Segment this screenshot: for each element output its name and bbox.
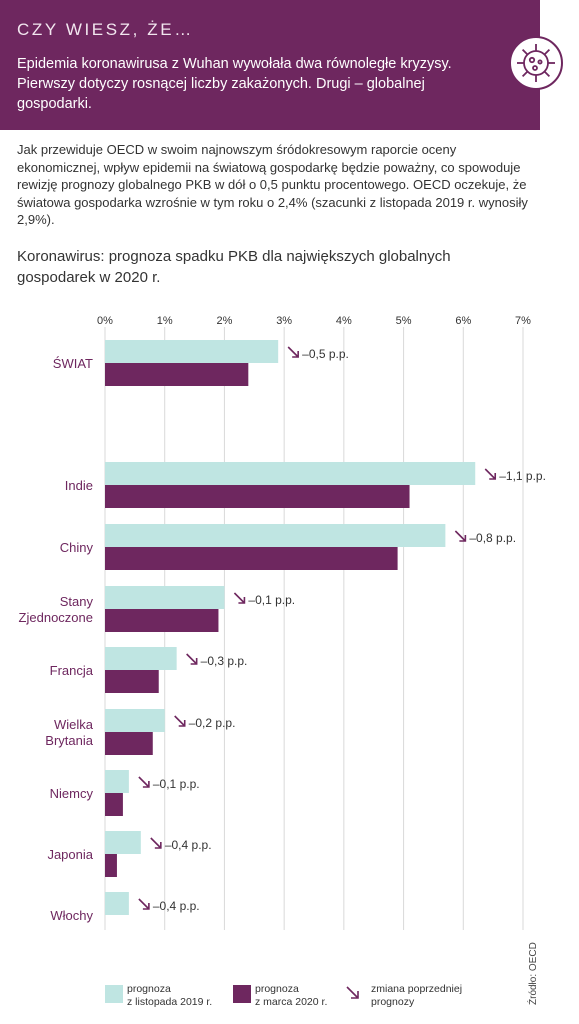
change-label: –0,4 p.p. [153,899,200,913]
arrow-down-right-icon [186,653,198,665]
header-lead: Epidemia koronawirusa z Wuhan wywołała d… [17,56,452,112]
legend-swatch-nov [105,985,123,1003]
category-label: Włochy [50,908,93,923]
source-note: Źródło: OECD [528,942,539,1005]
change-label: –0,2 p.p. [189,716,236,730]
legend-label-mar-line2: z marca 2020 r. [255,995,328,1008]
arrow-down-right-icon [287,346,299,358]
category-label: Francja [50,663,94,678]
chart-title: Koronawirus: prognoza spadku PKB dla naj… [17,248,451,286]
bar-nov-2019 [105,586,225,609]
category-label: Wielka [54,717,94,732]
arrow-down-right-icon [138,898,150,910]
arrow-down-right-icon [138,776,150,788]
x-tick-label: 7% [515,315,531,327]
legend-swatch-mar [233,985,251,1003]
arrow-down-right-icon [233,592,246,604]
bar-nov-2019 [105,340,279,363]
bar-mar-2020 [105,547,398,570]
bar-mar-2020 [105,609,219,632]
bar-mar-2020 [105,732,153,755]
legend-label-change: zmiana poprzedniej prognozy [371,983,471,1008]
x-tick-label: 1% [157,315,173,327]
legend-label-nov: prognoza z listopada 2019 r. [127,983,237,1008]
change-label: –0,3 p.p. [201,654,248,668]
arrow-down-right-icon [150,837,162,849]
category-label: Chiny [60,540,94,555]
change-label: –1,1 p.p. [499,469,546,483]
legend-label-mar: prognoza z marca 2020 r. [255,983,365,1008]
category-label: Indie [65,478,93,493]
change-label: –0,4 p.p. [165,838,212,852]
x-tick-label: 6% [455,315,471,327]
x-tick-label: 0% [97,315,113,327]
legend-label-change-line2: prognozy [371,995,415,1008]
legend-label-nov-line2: z listopada 2019 r. [127,995,213,1008]
gdp-forecast-chart: 0% 1% 2% 3% 4% 5% 6% 7% ŚWIAT –0,5 p.p. Indie –1,1 … [19,315,546,930]
change-label: –0,8 p.p. [469,531,516,545]
bar-mar-2020 [105,670,159,693]
bar-nov-2019 [105,831,141,854]
legend-label-nov-line1: prognoza [127,983,171,995]
category-label: Brytania [45,733,93,748]
bar-nov-2019 [105,462,476,485]
legend-label-change-line1: zmiana poprzedniej [371,983,463,995]
arrow-down-right-icon [484,468,497,480]
bar-mar-2020 [105,363,249,386]
x-tick-label: 4% [336,315,352,327]
category-label: Niemcy [50,786,94,801]
change-label: –0,5 p.p. [302,347,349,361]
header-kicker: CZY WIESZ, ŻE… [17,20,194,39]
x-tick-label: 2% [216,315,232,327]
header-banner: CZY WIESZ, ŻE… Epidemia koronawirusa z W… [0,0,540,130]
bar-nov-2019 [105,770,129,793]
bar-nov-2019 [105,647,177,670]
bar-nov-2019 [105,892,129,915]
change-label: –0,1 p.p. [248,593,295,607]
category-label: Stany [60,594,94,609]
arrow-down-right-icon [174,715,186,727]
bar-nov-2019 [105,709,165,732]
bar-mar-2020 [105,485,410,508]
x-tick-label: 5% [396,315,412,327]
intro-paragraph: Jak przewiduje OECD w swoim najnowszym ś… [17,142,528,227]
x-tick-label: 3% [276,315,292,327]
coronavirus-gear-icon [509,36,563,90]
legend-label-mar-line1: prognoza [255,983,299,995]
category-label: Zjednoczone [19,610,93,625]
arrow-down-right-icon [454,530,467,542]
bar-mar-2020 [105,854,117,877]
category-label: Japonia [47,847,93,862]
arrow-down-right-icon [346,986,359,999]
bar-nov-2019 [105,524,446,547]
category-label: ŚWIAT [53,356,93,371]
change-label: –0,1 p.p. [153,777,200,791]
bar-mar-2020 [105,793,123,816]
